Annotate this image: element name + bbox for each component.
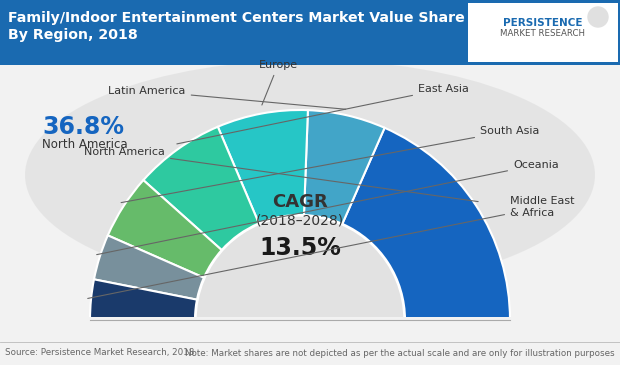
Wedge shape xyxy=(108,180,222,278)
Text: North America: North America xyxy=(84,147,478,201)
Ellipse shape xyxy=(25,60,595,290)
Wedge shape xyxy=(143,127,259,250)
Text: 36.8%: 36.8% xyxy=(42,115,124,139)
Text: 13.5%: 13.5% xyxy=(259,236,341,260)
Bar xyxy=(0,0,620,65)
Wedge shape xyxy=(218,110,308,223)
Text: Note: Market shares are not depicted as per the actual scale and are only for il: Note: Market shares are not depicted as … xyxy=(185,349,615,357)
Text: Oceania: Oceania xyxy=(97,160,559,255)
Text: Europe: Europe xyxy=(259,60,298,105)
Circle shape xyxy=(588,7,608,27)
Text: Source: Persistence Market Research, 2018: Source: Persistence Market Research, 201… xyxy=(5,349,195,357)
Text: Middle East
& Africa: Middle East & Africa xyxy=(88,196,575,299)
Text: By Region, 2018: By Region, 2018 xyxy=(8,28,138,42)
Text: MARKET RESEARCH: MARKET RESEARCH xyxy=(500,30,585,38)
Text: CAGR: CAGR xyxy=(272,193,328,211)
Text: Latin America: Latin America xyxy=(108,86,346,109)
Bar xyxy=(468,3,618,62)
Text: East Asia: East Asia xyxy=(177,84,469,144)
Wedge shape xyxy=(342,128,510,320)
Text: PERSISTENCE: PERSISTENCE xyxy=(503,18,583,28)
Wedge shape xyxy=(90,279,197,320)
Text: North America: North America xyxy=(42,138,128,151)
Text: South Asia: South Asia xyxy=(121,126,539,203)
Wedge shape xyxy=(304,110,384,224)
Wedge shape xyxy=(196,216,404,320)
Text: (2018–2028): (2018–2028) xyxy=(256,214,344,228)
Wedge shape xyxy=(94,235,204,300)
Text: Family/Indoor Entertainment Centers Market Value Share (%): Family/Indoor Entertainment Centers Mark… xyxy=(8,11,497,25)
Bar xyxy=(88,317,512,335)
